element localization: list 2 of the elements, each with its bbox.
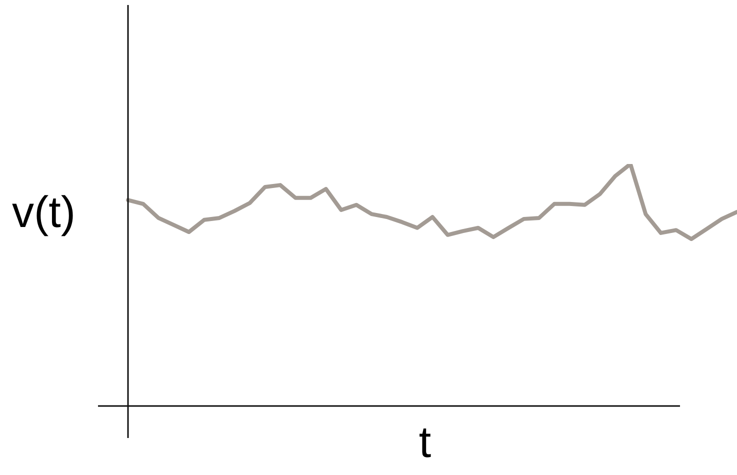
y-axis-title: v(t) (12, 188, 76, 238)
x-axis-title: t (418, 418, 432, 468)
